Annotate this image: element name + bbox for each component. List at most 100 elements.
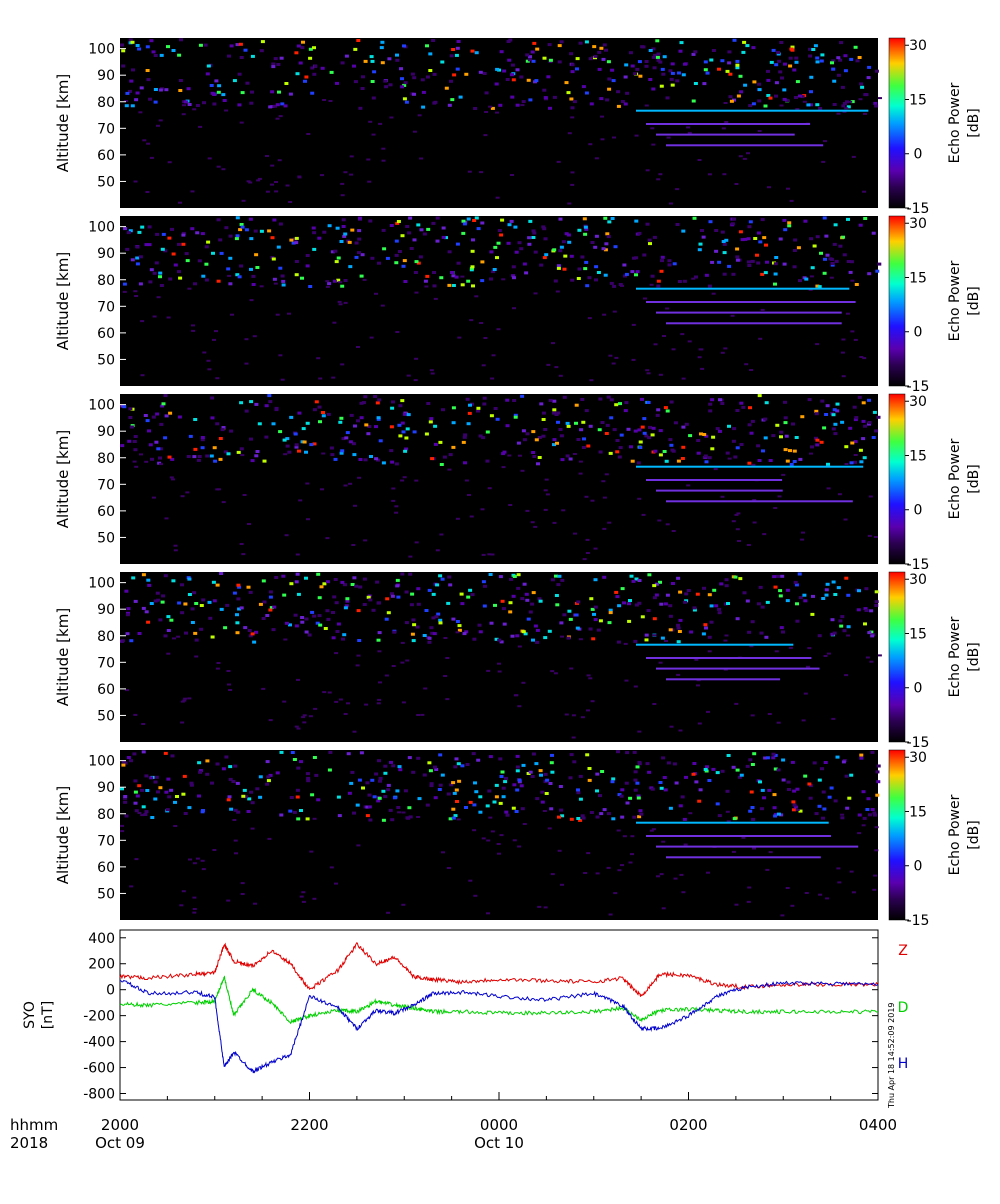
echo-cell <box>492 800 497 804</box>
mag-y-tick-label: -600 <box>83 1061 115 1077</box>
echo-cell <box>876 764 881 768</box>
echo-cell <box>218 238 223 242</box>
echo-cell <box>363 395 368 399</box>
echo-cell <box>583 232 588 236</box>
echo-cell <box>542 56 547 60</box>
echo-cell <box>307 633 312 637</box>
echo-cell <box>853 338 858 341</box>
echo-cell <box>426 227 431 231</box>
echo-cell <box>680 333 685 336</box>
echo-cell <box>395 331 400 333</box>
echo-cell <box>148 443 153 447</box>
echo-cell <box>432 284 437 288</box>
echo-cell <box>668 604 673 608</box>
echo-cell <box>235 781 240 785</box>
echo-cell <box>820 399 825 403</box>
echo-cell <box>343 232 348 236</box>
mag-y-tick-label: -400 <box>83 1035 115 1051</box>
echo-cell <box>436 612 441 616</box>
echo-cell <box>425 803 430 807</box>
echo-cell <box>645 762 650 766</box>
echo-cell <box>578 797 583 801</box>
echo-cell <box>149 39 154 43</box>
echo-cell <box>188 434 193 438</box>
echo-cell <box>619 433 624 437</box>
echo-cell <box>488 573 493 576</box>
echo-cell <box>471 752 476 756</box>
echo-cell <box>676 640 681 644</box>
echo-cell <box>585 284 590 288</box>
echo-cell <box>711 435 716 439</box>
echo-cell <box>447 283 452 287</box>
echo-cell <box>322 582 327 586</box>
echo-cell <box>141 573 146 577</box>
echo-cell <box>163 751 168 755</box>
echo-cell <box>760 788 765 792</box>
echo-cell <box>381 461 386 465</box>
y-tick-label: 50 <box>97 352 115 368</box>
echo-cell <box>773 812 778 816</box>
y-tick-label: 50 <box>97 174 115 190</box>
echo-cell <box>153 780 158 784</box>
echo-cell <box>534 79 539 83</box>
echo-cell <box>623 642 628 645</box>
echo-cell <box>624 781 629 785</box>
echo-cell <box>836 112 841 115</box>
echo-cell <box>692 216 697 220</box>
echo-cell <box>541 225 546 229</box>
echo-cell <box>672 262 677 266</box>
echo-cell <box>749 645 754 648</box>
echo-cell <box>430 457 435 461</box>
echo-cell <box>441 851 445 854</box>
echo-cell <box>407 806 412 810</box>
echo-cell <box>620 815 625 819</box>
echo-cell <box>241 794 246 798</box>
echo-cell <box>614 403 619 407</box>
echo-cell <box>472 637 477 641</box>
echo-cell <box>429 782 434 786</box>
echo-cell <box>697 799 702 803</box>
echo-cell <box>254 454 259 458</box>
echo-cell <box>661 756 666 760</box>
echo-cell <box>633 778 638 782</box>
echo-cell <box>714 604 719 608</box>
echo-cell <box>215 422 220 426</box>
echo-cell <box>381 228 386 232</box>
echo-cell <box>547 43 552 47</box>
echo-cell <box>434 768 439 771</box>
echo-cell <box>552 408 557 412</box>
echo-cell <box>624 272 629 276</box>
echo-cell <box>720 495 725 498</box>
echo-cell <box>714 229 719 232</box>
echo-cell <box>824 593 829 597</box>
echo-cell <box>601 480 606 483</box>
echo-cell <box>783 448 788 452</box>
echo-cell <box>183 697 188 700</box>
echo-cell <box>226 798 231 802</box>
echo-cell <box>173 825 178 827</box>
echo-cell <box>445 657 450 659</box>
echo-cell <box>451 274 456 278</box>
echo-cell <box>474 216 479 220</box>
echo-cell <box>660 67 665 71</box>
echo-cells <box>120 394 881 561</box>
echo-cell <box>161 402 166 406</box>
echo-cell <box>668 628 673 632</box>
echo-cell <box>412 238 417 242</box>
echo-cell <box>350 770 355 774</box>
echo-cell <box>232 819 237 821</box>
echo-cell <box>783 421 788 425</box>
echo-cell <box>186 455 191 458</box>
echo-cell <box>238 42 243 46</box>
echo-cell <box>486 839 491 842</box>
echo-cell <box>671 348 676 351</box>
echo-cell <box>459 592 464 596</box>
echo-cell <box>670 83 675 87</box>
echo-cell <box>353 424 357 428</box>
echo-cell <box>838 244 843 248</box>
echo-cell <box>655 39 660 43</box>
echo-cell <box>814 436 818 440</box>
echo-cell <box>678 590 683 594</box>
x-tick-label: 2000 <box>101 1116 139 1134</box>
echo-cell <box>347 240 352 244</box>
